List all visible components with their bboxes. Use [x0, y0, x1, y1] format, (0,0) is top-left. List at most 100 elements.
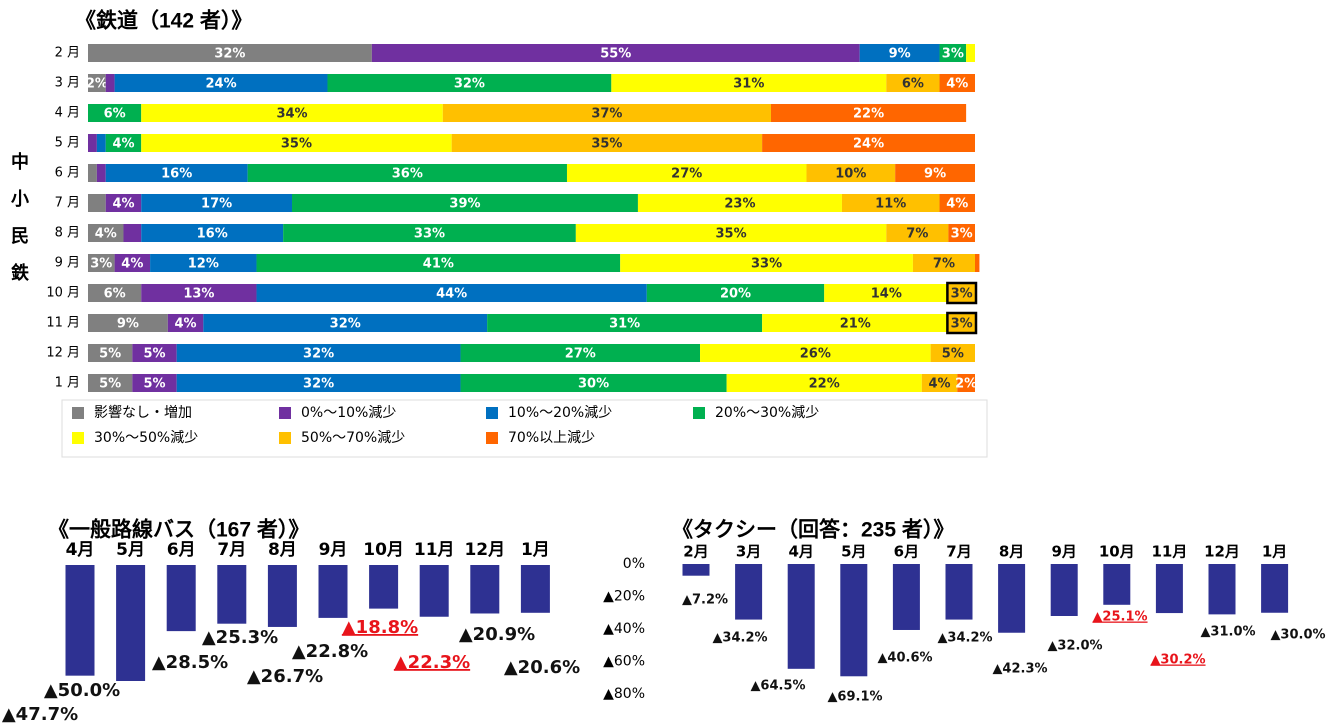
x-tick-label: 1月 — [521, 540, 550, 560]
chart-title: 《鉄道（142 者）》 — [75, 9, 252, 33]
bar-segment — [256, 254, 621, 272]
bar-segment — [939, 74, 975, 92]
bar-segment — [824, 284, 949, 302]
bar-segment — [726, 374, 922, 392]
bar-segment — [247, 164, 567, 182]
data-label: 17% — [201, 197, 232, 212]
x-tick-label: 6月 — [167, 540, 196, 560]
data-label: 9% — [924, 167, 946, 182]
data-label: ▲7.2% — [682, 593, 728, 608]
data-label: 35% — [716, 227, 747, 242]
x-tick-label: 8月 — [268, 540, 297, 560]
bar-segment — [912, 254, 975, 272]
data-label: 35% — [281, 137, 312, 152]
bar-segment — [566, 164, 807, 182]
data-label: 13% — [183, 287, 214, 302]
bar-segment — [132, 374, 177, 392]
bar-segment — [105, 74, 115, 92]
data-label: 6% — [104, 107, 126, 122]
x-tick-label: 12月 — [464, 540, 505, 560]
bar-segment — [948, 314, 975, 332]
bar-segment — [487, 314, 763, 332]
bar-segment — [966, 44, 975, 62]
bar — [1261, 564, 1289, 613]
bar-segment — [957, 374, 975, 392]
bar-segment — [96, 164, 106, 182]
data-label: ▲25.3% — [202, 627, 278, 648]
data-label: 35% — [591, 137, 622, 152]
data-label: 5% — [99, 377, 121, 392]
data-label: 27% — [671, 167, 702, 182]
bar-segment — [859, 44, 940, 62]
bar-segment — [176, 374, 461, 392]
data-label: ▲22.8% — [292, 641, 368, 662]
legend-swatch — [486, 432, 498, 444]
data-label: 6% — [902, 77, 924, 92]
y-tick-label: ▲40% — [603, 621, 645, 637]
bar-segment — [105, 164, 248, 182]
bar-segment — [88, 164, 97, 182]
x-tick-label: 10月 — [363, 540, 404, 560]
data-label: 30% — [578, 377, 609, 392]
x-tick-label: 1月 — [1262, 543, 1287, 561]
bar-segment — [88, 44, 372, 62]
legend-label: 20%～30%減少 — [715, 404, 819, 421]
data-label: 4% — [95, 227, 117, 242]
data-label: 2% — [955, 377, 977, 392]
bar-segment — [939, 194, 975, 212]
y-tick-label: 12 月 — [46, 346, 80, 361]
bar-segment — [88, 344, 133, 362]
bar-segment — [930, 344, 975, 362]
bar — [166, 565, 196, 632]
x-tick-label: 5月 — [116, 540, 145, 560]
y-tick-label: 9 月 — [55, 256, 80, 271]
bar-segment — [637, 194, 842, 212]
data-label: 12% — [188, 257, 219, 272]
bar-segment — [167, 314, 204, 332]
y-tick-label: 7 月 — [55, 196, 80, 211]
bar-segment — [451, 134, 763, 152]
x-tick-label: 7月 — [217, 540, 246, 560]
bar — [945, 564, 973, 620]
data-label: 27% — [565, 347, 596, 362]
data-label: 7% — [906, 227, 928, 242]
bar-segment — [88, 194, 106, 212]
bar — [1103, 564, 1131, 605]
data-label: 3% — [951, 317, 973, 332]
y-tick-label: 4 月 — [55, 106, 80, 121]
legend-swatch — [72, 407, 84, 419]
y-tick-label: 8 月 — [55, 226, 80, 241]
chart-title: 《一般路線バス（167 者）》 — [48, 518, 309, 542]
data-label: 44% — [436, 287, 467, 302]
data-label: 37% — [591, 107, 622, 122]
data-label: 14% — [871, 287, 902, 302]
data-label: 31% — [733, 77, 764, 92]
data-label: 5% — [942, 347, 964, 362]
data-label: ▲69.1% — [827, 690, 882, 705]
x-tick-label: 12月 — [1204, 543, 1240, 561]
data-label: 26% — [800, 347, 831, 362]
data-label: 3% — [951, 287, 973, 302]
data-label: ▲42.3% — [992, 662, 1047, 677]
data-label: ▲30.2% — [1150, 653, 1205, 668]
bar — [787, 564, 815, 669]
bar — [840, 564, 868, 677]
data-label: 32% — [214, 47, 245, 62]
bar-segment — [88, 374, 133, 392]
legend-label: 10%～20%減少 — [508, 404, 612, 421]
bar-segment — [105, 194, 142, 212]
data-label: 34% — [276, 107, 307, 122]
bar-segment — [460, 344, 701, 362]
data-label: 16% — [197, 227, 228, 242]
legend-swatch — [693, 407, 705, 419]
bar-segment — [96, 134, 106, 152]
bar-segment — [292, 194, 638, 212]
bar-segment — [770, 104, 967, 122]
bar-segment — [700, 344, 931, 362]
bar-segment — [620, 254, 913, 272]
data-label: 9% — [889, 47, 911, 62]
bar-segment — [150, 254, 257, 272]
data-label: ▲64.5% — [750, 679, 805, 694]
bar — [735, 564, 763, 620]
data-label: 4% — [946, 197, 968, 212]
